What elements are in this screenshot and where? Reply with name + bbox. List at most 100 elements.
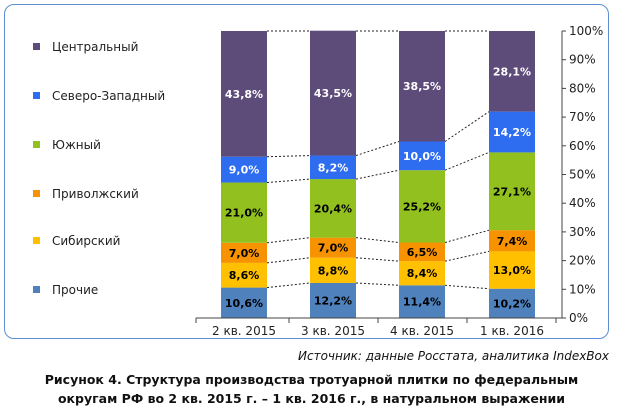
y-tick-label: 70% <box>569 110 596 124</box>
bar-segment <box>310 237 356 258</box>
legend-swatch <box>33 43 40 50</box>
bar-segment <box>221 31 267 157</box>
data-label: 8,6% <box>229 269 260 282</box>
bar-segment <box>489 230 535 252</box>
series-line <box>355 282 400 286</box>
y-tick-label: 40% <box>569 196 596 210</box>
series-line <box>266 155 311 158</box>
series-line <box>355 141 400 157</box>
source-note: Источник: данные Росстата, аналитика Ind… <box>298 349 609 363</box>
data-label: 11,4% <box>403 296 441 309</box>
data-label: 13,0% <box>493 264 531 277</box>
bar-segment <box>310 30 356 156</box>
bars <box>221 30 535 318</box>
series-line <box>266 257 311 264</box>
bar-segment <box>399 242 445 262</box>
bar-segment <box>489 152 535 231</box>
series-lines <box>266 30 490 290</box>
series-line <box>444 284 490 290</box>
x-tick-label: 4 кв. 2015 <box>390 324 454 338</box>
data-label: 7,0% <box>318 242 349 255</box>
data-label: 43,8% <box>225 88 263 101</box>
data-label: 38,5% <box>403 80 441 93</box>
data-label: 7,4% <box>497 235 528 248</box>
caption-line-2: округам РФ во 2 кв. 2015 г. – 1 кв. 2016… <box>57 391 566 406</box>
y-tick-label: 0% <box>569 311 588 325</box>
bar-segment <box>399 170 445 243</box>
data-label: 10,2% <box>493 297 531 310</box>
legend-entry: Северо-Западный <box>52 89 165 103</box>
data-label: 8,2% <box>318 161 349 174</box>
bar-segment <box>221 242 267 263</box>
legend-swatch <box>33 190 40 197</box>
data-label: 12,2% <box>314 294 352 307</box>
data-label: 28,1% <box>493 65 531 78</box>
data-label: 10,0% <box>403 150 441 163</box>
bar-segment <box>310 257 356 283</box>
bar-segment <box>310 155 356 180</box>
bar-segment <box>399 285 445 318</box>
series-line <box>266 237 311 244</box>
legend-swatch <box>33 141 40 148</box>
bar-segment <box>221 287 267 318</box>
x-axis: 2 кв. 2015 3 кв. 2015 4 кв. 2015 1 кв. 2016 <box>195 318 557 338</box>
data-label: 8,8% <box>318 264 349 277</box>
y-tick-label: 80% <box>569 81 596 95</box>
series-line <box>444 250 490 262</box>
series-line <box>444 229 490 244</box>
y-tick-label: 20% <box>569 254 596 268</box>
data-label: 8,4% <box>407 267 438 280</box>
legend-swatch <box>33 237 40 244</box>
y-tick-label: 30% <box>569 225 596 239</box>
data-label: 27,1% <box>493 185 531 198</box>
bar-segment <box>399 141 445 171</box>
legend-entry: Центральный <box>52 40 138 54</box>
data-label: 7,0% <box>229 247 260 260</box>
legend-entry: Прочие <box>52 283 98 297</box>
x-tick-label: 2 кв. 2015 <box>212 324 276 338</box>
legend-entry: Приволжский <box>52 187 139 201</box>
series-line <box>355 237 400 244</box>
bar-segment <box>399 261 445 286</box>
legend: Центральный Северо-Западный Южный Приволжск… <box>33 40 165 297</box>
series-line <box>444 151 490 171</box>
y-tick-label: 100% <box>569 24 603 38</box>
bar-segment <box>310 282 356 318</box>
y-tick-label: 50% <box>569 168 596 182</box>
series-line <box>355 257 400 262</box>
legend-entry: Южный <box>52 138 101 152</box>
legend-swatch <box>33 286 40 293</box>
legend-swatch <box>33 92 40 99</box>
data-label: 43,5% <box>314 87 352 100</box>
series-line <box>355 169 400 180</box>
legend-entry: Сибирский <box>52 234 120 248</box>
data-label: 10,6% <box>225 297 263 310</box>
data-label: 9,0% <box>229 164 260 177</box>
bar-segment <box>310 179 356 238</box>
data-label: 20,4% <box>314 202 352 215</box>
series-line <box>444 111 490 142</box>
data-labels: 10,6% 8,6% 7,0% 21,0% 9,0% 43,8% 12,2% 8,8% 7,0%… <box>225 65 531 310</box>
bar-segment <box>221 262 267 288</box>
data-label: 6,5% <box>407 246 438 259</box>
bar-segment <box>399 31 445 142</box>
figure-caption: Рисунок 4. Структура производства тротуа… <box>0 370 623 408</box>
y-axis: 0% 10% 20% 30% 40% 50% 60% 70% 80% 90% 100% <box>196 24 603 325</box>
x-tick-label: 1 кв. 2016 <box>480 324 544 338</box>
y-tick-label: 10% <box>569 282 596 296</box>
data-label: 21,0% <box>225 207 263 220</box>
y-tick-label: 90% <box>569 53 596 67</box>
stacked-bar-chart: 10,6% 8,6% 7,0% 21,0% 9,0% 43,8% 12,2% 8,8% 7,0%… <box>33 24 603 338</box>
bar-segment <box>489 251 535 289</box>
bar-segment <box>489 111 535 153</box>
bar-segment <box>221 182 267 243</box>
caption-line-1: Рисунок 4. Структура производства тротуа… <box>44 372 579 387</box>
data-label: 25,2% <box>403 200 441 213</box>
series-line <box>266 282 311 289</box>
bar-segment <box>489 288 535 318</box>
x-tick-label: 3 кв. 2015 <box>301 324 365 338</box>
bar-segment <box>489 31 535 112</box>
y-tick-label: 60% <box>569 139 596 153</box>
data-label: 14,2% <box>493 126 531 139</box>
bar-segment <box>221 156 267 183</box>
